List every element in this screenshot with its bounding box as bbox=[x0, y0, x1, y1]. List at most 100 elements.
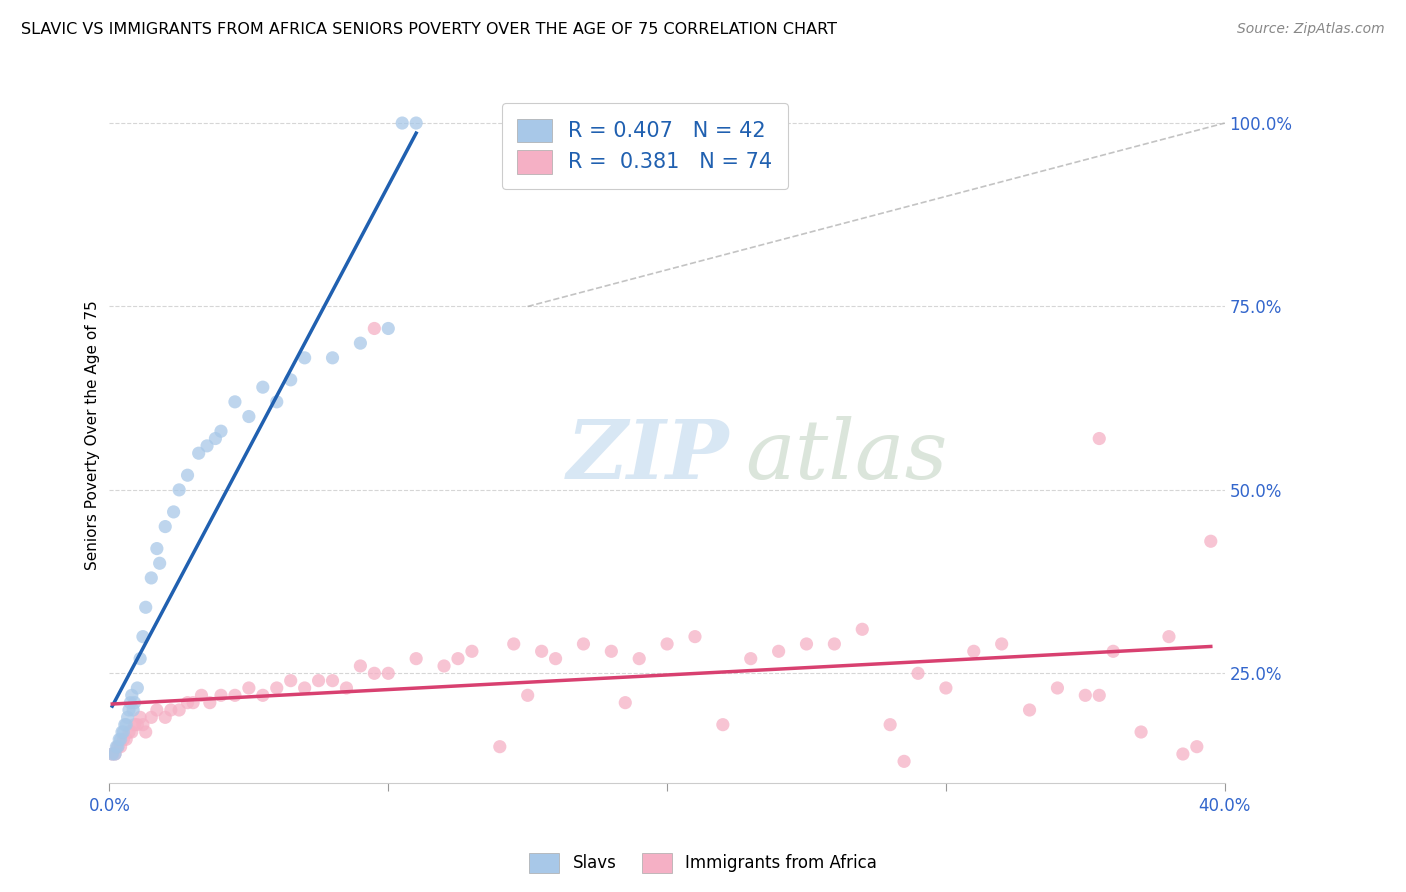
Immigrants from Africa bbox=[935, 681, 957, 695]
Immigrants from Africa bbox=[433, 659, 456, 673]
Immigrants from Africa bbox=[377, 666, 399, 681]
Text: SLAVIC VS IMMIGRANTS FROM AFRICA SENIORS POVERTY OVER THE AGE OF 75 CORRELATION : SLAVIC VS IMMIGRANTS FROM AFRICA SENIORS… bbox=[21, 22, 837, 37]
Slavs bbox=[124, 696, 146, 710]
Slavs bbox=[195, 439, 218, 453]
Slavs bbox=[405, 116, 427, 130]
Slavs bbox=[149, 556, 172, 570]
Immigrants from Africa bbox=[101, 747, 124, 761]
Immigrants from Africa bbox=[768, 644, 790, 658]
Immigrants from Africa bbox=[502, 637, 524, 651]
Slavs bbox=[391, 116, 413, 130]
Slavs bbox=[117, 710, 139, 724]
Slavs bbox=[146, 541, 169, 556]
Slavs bbox=[105, 739, 128, 754]
Immigrants from Africa bbox=[711, 717, 734, 731]
Immigrants from Africa bbox=[124, 717, 146, 731]
Legend: R = 0.407   N = 42, R =  0.381   N = 74: R = 0.407 N = 42, R = 0.381 N = 74 bbox=[502, 103, 787, 189]
Slavs bbox=[110, 732, 132, 747]
Immigrants from Africa bbox=[176, 696, 198, 710]
Immigrants from Africa bbox=[572, 637, 595, 651]
Slavs bbox=[127, 681, 149, 695]
Immigrants from Africa bbox=[110, 739, 132, 754]
Slavs bbox=[266, 395, 288, 409]
Slavs bbox=[224, 395, 246, 409]
Immigrants from Africa bbox=[1185, 739, 1208, 754]
Slavs bbox=[204, 432, 226, 446]
Immigrants from Africa bbox=[112, 732, 135, 747]
Immigrants from Africa bbox=[963, 644, 986, 658]
Slavs bbox=[141, 571, 163, 585]
Immigrants from Africa bbox=[1130, 725, 1153, 739]
Immigrants from Africa bbox=[1171, 747, 1194, 761]
Slavs bbox=[377, 321, 399, 335]
Immigrants from Africa bbox=[907, 666, 929, 681]
Immigrants from Africa bbox=[447, 651, 470, 665]
Immigrants from Africa bbox=[190, 689, 212, 703]
Immigrants from Africa bbox=[1046, 681, 1069, 695]
Slavs bbox=[167, 483, 190, 497]
Slavs bbox=[104, 747, 127, 761]
Slavs bbox=[101, 747, 124, 761]
Slavs bbox=[280, 373, 302, 387]
Slavs bbox=[135, 600, 157, 615]
Slavs bbox=[349, 336, 371, 351]
Immigrants from Africa bbox=[363, 666, 385, 681]
Immigrants from Africa bbox=[181, 696, 204, 710]
Legend: Slavs, Immigrants from Africa: Slavs, Immigrants from Africa bbox=[523, 847, 883, 880]
Slavs bbox=[294, 351, 316, 365]
Slavs bbox=[112, 725, 135, 739]
Immigrants from Africa bbox=[104, 747, 127, 761]
Immigrants from Africa bbox=[159, 703, 181, 717]
Immigrants from Africa bbox=[335, 681, 357, 695]
Slavs bbox=[121, 689, 143, 703]
Immigrants from Africa bbox=[363, 321, 385, 335]
Text: atlas: atlas bbox=[745, 416, 948, 496]
Immigrants from Africa bbox=[167, 703, 190, 717]
Immigrants from Africa bbox=[121, 725, 143, 739]
Slavs bbox=[132, 630, 155, 644]
Immigrants from Africa bbox=[238, 681, 260, 695]
Slavs bbox=[107, 739, 129, 754]
Immigrants from Africa bbox=[628, 651, 651, 665]
Immigrants from Africa bbox=[118, 725, 141, 739]
Slavs bbox=[209, 424, 232, 438]
Immigrants from Africa bbox=[544, 651, 567, 665]
Immigrants from Africa bbox=[1088, 432, 1111, 446]
Slavs bbox=[176, 468, 198, 483]
Immigrants from Africa bbox=[1102, 644, 1125, 658]
Y-axis label: Seniors Poverty Over the Age of 75: Seniors Poverty Over the Age of 75 bbox=[86, 300, 100, 570]
Immigrants from Africa bbox=[198, 696, 221, 710]
Immigrants from Africa bbox=[294, 681, 316, 695]
Text: ZIP: ZIP bbox=[567, 416, 730, 496]
Immigrants from Africa bbox=[796, 637, 818, 651]
Slavs bbox=[162, 505, 184, 519]
Slavs bbox=[155, 519, 177, 533]
Slavs bbox=[120, 696, 142, 710]
Immigrants from Africa bbox=[893, 755, 915, 769]
Slavs bbox=[252, 380, 274, 394]
Immigrants from Africa bbox=[1157, 630, 1180, 644]
Slavs bbox=[129, 651, 152, 665]
Immigrants from Africa bbox=[146, 703, 169, 717]
Immigrants from Africa bbox=[600, 644, 623, 658]
Immigrants from Africa bbox=[405, 651, 427, 665]
Immigrants from Africa bbox=[1018, 703, 1040, 717]
Immigrants from Africa bbox=[132, 717, 155, 731]
Immigrants from Africa bbox=[115, 732, 138, 747]
Immigrants from Africa bbox=[349, 659, 371, 673]
Immigrants from Africa bbox=[823, 637, 845, 651]
Slavs bbox=[111, 725, 134, 739]
Immigrants from Africa bbox=[1074, 689, 1097, 703]
Slavs bbox=[108, 732, 131, 747]
Immigrants from Africa bbox=[141, 710, 163, 724]
Immigrants from Africa bbox=[135, 725, 157, 739]
Immigrants from Africa bbox=[155, 710, 177, 724]
Slavs bbox=[238, 409, 260, 424]
Slavs bbox=[114, 717, 136, 731]
Immigrants from Africa bbox=[321, 673, 343, 688]
Immigrants from Africa bbox=[1088, 689, 1111, 703]
Text: Source: ZipAtlas.com: Source: ZipAtlas.com bbox=[1237, 22, 1385, 37]
Slavs bbox=[115, 717, 138, 731]
Slavs bbox=[118, 703, 141, 717]
Immigrants from Africa bbox=[851, 622, 873, 636]
